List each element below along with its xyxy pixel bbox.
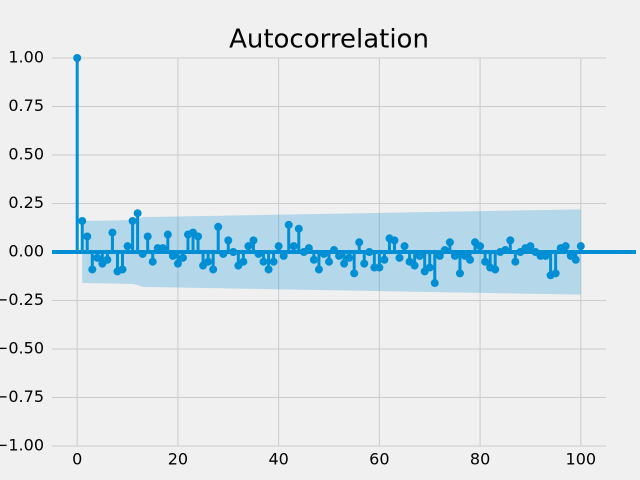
marker	[78, 216, 87, 225]
marker	[88, 265, 97, 274]
marker	[506, 236, 515, 245]
marker	[314, 265, 323, 274]
y-tick-label: 0.75	[8, 96, 44, 115]
marker	[410, 261, 419, 270]
x-tick-label: 40	[268, 450, 288, 469]
marker	[83, 232, 92, 241]
marker	[491, 265, 500, 274]
marker	[133, 209, 142, 218]
y-tick-label: −0.50	[0, 339, 44, 358]
marker	[430, 279, 439, 288]
marker	[440, 246, 449, 255]
marker	[224, 236, 233, 245]
marker	[335, 251, 344, 260]
marker	[390, 236, 399, 245]
x-tick-label: 20	[168, 450, 188, 469]
marker	[365, 248, 374, 256]
y-tick-label: 1.00	[8, 48, 44, 67]
marker	[254, 249, 263, 258]
marker	[219, 249, 228, 258]
marker	[138, 249, 147, 258]
marker	[158, 244, 167, 253]
marker	[445, 238, 454, 247]
marker	[576, 242, 585, 251]
marker	[209, 265, 218, 274]
marker	[249, 236, 258, 245]
marker	[395, 253, 404, 262]
y-tick-label: −1.00	[0, 436, 44, 455]
marker	[526, 242, 535, 251]
marker	[128, 216, 137, 225]
marker	[571, 255, 580, 264]
marker	[360, 259, 369, 268]
marker	[294, 224, 303, 233]
marker	[455, 269, 464, 278]
marker	[511, 257, 520, 266]
marker	[194, 232, 203, 241]
marker	[309, 255, 318, 264]
marker	[330, 246, 339, 255]
marker	[325, 257, 333, 266]
marker	[244, 242, 253, 251]
x-tick-label: 100	[566, 450, 597, 469]
marker	[304, 244, 313, 253]
marker	[168, 251, 177, 260]
marker	[269, 257, 278, 266]
marker	[450, 251, 459, 260]
marker	[541, 251, 550, 260]
marker	[481, 257, 490, 266]
marker	[163, 230, 172, 239]
y-tick-label: 0.00	[8, 242, 44, 261]
marker	[476, 242, 485, 251]
marker	[350, 269, 359, 278]
marker	[319, 249, 328, 258]
chart-title: Autocorrelation	[229, 25, 429, 55]
marker	[73, 54, 82, 62]
marker	[284, 220, 293, 229]
marker	[345, 253, 354, 262]
marker	[415, 251, 424, 260]
marker	[279, 251, 288, 260]
marker	[264, 265, 273, 274]
x-tick-label: 0	[72, 450, 82, 469]
marker	[214, 222, 223, 231]
marker	[400, 242, 409, 251]
marker	[355, 238, 364, 247]
marker	[551, 269, 560, 278]
marker	[103, 255, 112, 264]
marker	[425, 263, 434, 272]
y-tick-label: 0.25	[8, 193, 44, 212]
marker	[148, 257, 157, 266]
y-tick-label: 0.50	[8, 145, 44, 164]
marker	[561, 242, 570, 251]
marker	[375, 263, 384, 272]
marker	[239, 257, 248, 266]
marker	[340, 259, 349, 268]
marker	[229, 248, 238, 256]
marker	[178, 253, 187, 262]
marker	[274, 242, 283, 251]
y-tick-label: −0.25	[0, 290, 44, 309]
marker	[93, 253, 102, 262]
x-tick-label: 60	[369, 450, 389, 469]
marker	[204, 257, 213, 266]
marker	[108, 228, 117, 237]
marker	[435, 251, 444, 260]
marker	[118, 265, 127, 274]
marker	[380, 255, 389, 264]
marker	[123, 242, 132, 251]
marker	[466, 255, 475, 264]
marker	[173, 259, 182, 268]
marker	[259, 257, 268, 266]
marker	[289, 242, 298, 251]
marker	[501, 246, 510, 255]
x-tick-label: 80	[470, 450, 490, 469]
y-tick-label: −0.75	[0, 387, 44, 406]
marker	[143, 232, 152, 241]
